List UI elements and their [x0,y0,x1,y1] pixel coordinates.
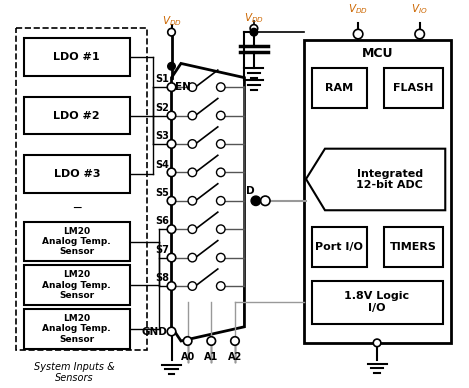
Text: A2: A2 [228,352,242,362]
Circle shape [167,225,176,234]
Text: Port I/O: Port I/O [315,242,363,252]
Text: S8: S8 [156,273,170,283]
Text: System Inputs &
Sensors: System Inputs & Sensors [34,362,114,383]
Text: $V_{DD}$: $V_{DD}$ [244,11,264,25]
Text: Integrated
12-bit ADC: Integrated 12-bit ADC [356,169,424,190]
Bar [24,265,130,305]
Text: LDO #2: LDO #2 [53,111,100,121]
Circle shape [168,28,175,36]
Text: S5: S5 [156,188,170,198]
Circle shape [188,111,197,120]
Text: S3: S3 [156,131,170,141]
Bar [312,281,443,324]
Circle shape [231,337,239,345]
Text: LDO #1: LDO #1 [53,52,100,62]
Circle shape [167,197,176,205]
Text: 1.8V Logic
I/O: 1.8V Logic I/O [345,291,409,313]
Circle shape [167,83,176,92]
Bar [24,38,130,76]
Circle shape [217,197,225,205]
Text: D: D [246,186,255,196]
Text: RAM: RAM [325,83,353,93]
Text: A0: A0 [181,352,195,362]
Circle shape [217,140,225,148]
Text: FLASH: FLASH [393,83,433,93]
Circle shape [217,168,225,177]
Text: TIMERS: TIMERS [390,242,437,252]
Bar [24,97,130,135]
Circle shape [183,337,192,345]
Circle shape [167,327,176,336]
Bar [312,68,367,108]
Circle shape [167,282,176,290]
Text: S2: S2 [156,103,170,113]
Circle shape [188,253,197,262]
Text: $V_{DD}$: $V_{DD}$ [348,2,368,16]
Bar [312,227,367,267]
Text: S7: S7 [156,245,170,255]
Text: LM20
Analog Temp.
Sensor: LM20 Analog Temp. Sensor [43,270,111,300]
Text: S1: S1 [156,74,170,84]
Text: S4: S4 [156,159,170,170]
Polygon shape [306,149,445,210]
Circle shape [217,111,225,120]
Circle shape [167,111,176,120]
Bar [24,309,130,348]
Circle shape [167,253,176,262]
Text: $V_{IO}$: $V_{IO}$ [411,2,428,16]
Circle shape [167,140,176,148]
Circle shape [250,24,257,32]
Text: MCU: MCU [362,47,393,59]
Circle shape [251,196,261,206]
Circle shape [188,83,197,92]
Circle shape [250,28,257,36]
Circle shape [353,29,363,39]
Polygon shape [172,63,244,341]
Circle shape [188,168,197,177]
Circle shape [168,62,175,70]
Text: GND: GND [142,327,168,336]
Bar [384,68,443,108]
Circle shape [167,168,176,177]
Circle shape [188,140,197,148]
Text: EN: EN [175,82,191,92]
Text: LM20
Analog Temp.
Sensor: LM20 Analog Temp. Sensor [43,227,111,256]
Circle shape [373,339,381,346]
Bar [24,222,130,262]
Bar [304,40,451,343]
Text: $V_{DD}$: $V_{DD}$ [161,14,182,28]
Circle shape [217,225,225,234]
Text: S6: S6 [156,217,170,226]
Circle shape [217,253,225,262]
Bar [24,155,130,193]
Text: LDO #3: LDO #3 [53,169,100,179]
Circle shape [188,282,197,290]
Bar [384,227,443,267]
Circle shape [207,337,216,345]
Circle shape [217,83,225,92]
Circle shape [188,225,197,234]
Text: LM20
Analog Temp.
Sensor: LM20 Analog Temp. Sensor [43,314,111,343]
Bar [16,28,147,350]
Circle shape [188,197,197,205]
Text: A1: A1 [204,352,219,362]
Circle shape [217,282,225,290]
Circle shape [261,196,270,206]
Text: ─: ─ [73,202,81,215]
Circle shape [415,29,424,39]
